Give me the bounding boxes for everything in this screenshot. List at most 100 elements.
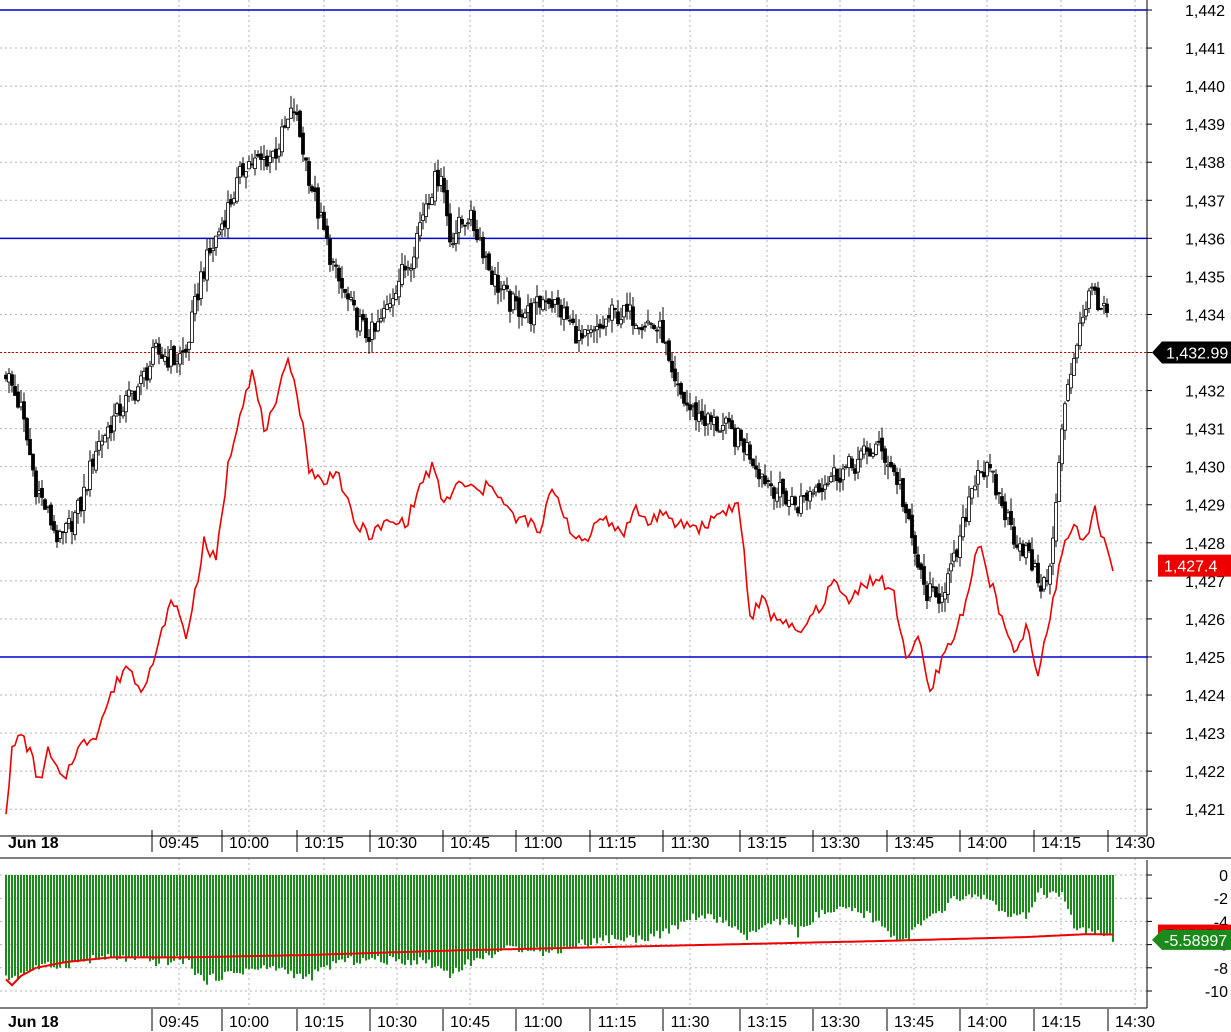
indicator-bar [278, 875, 280, 969]
candle-body [1069, 373, 1073, 389]
candle-body [337, 267, 341, 282]
indicator-bar [674, 875, 676, 926]
indicator-bar [983, 875, 985, 895]
candle-body [538, 295, 542, 308]
candle [406, 260, 410, 276]
candle [199, 261, 203, 306]
candle-body [808, 491, 812, 502]
candle [58, 529, 62, 543]
candle [196, 282, 200, 312]
indicator-bar [308, 875, 310, 975]
candle [301, 126, 305, 162]
candle [433, 162, 437, 206]
indicator-bar [1079, 875, 1081, 929]
indicator-bar [59, 875, 61, 968]
candle-body [592, 329, 596, 332]
candle [604, 318, 608, 336]
candle-body [829, 476, 833, 483]
candle [1072, 352, 1076, 376]
indicator-bar [890, 875, 892, 938]
indicator-bar [425, 875, 427, 964]
indicator-bar [1061, 875, 1063, 893]
indicator-bar [926, 875, 928, 919]
indicator-bar [413, 875, 415, 961]
candle-body [1075, 344, 1079, 359]
candle [43, 497, 47, 510]
indicator-bar [158, 875, 160, 964]
candle-body [160, 354, 164, 359]
candle [178, 346, 182, 376]
candle-body [511, 293, 515, 311]
candle [256, 150, 260, 158]
candle [568, 315, 572, 326]
candle-body [406, 267, 410, 270]
candle [526, 294, 530, 324]
indicator-bar [767, 875, 769, 924]
indicator-bar [422, 875, 424, 961]
indicator-bar [1025, 875, 1027, 919]
candle-body [1012, 526, 1016, 545]
candle-body [157, 343, 161, 355]
indicator-bar [884, 875, 886, 928]
indicator-bar [599, 875, 601, 938]
candle-body [748, 444, 752, 460]
indicator-bar [497, 875, 499, 953]
candle-body [739, 429, 743, 441]
candle [514, 285, 518, 311]
indicator-bar [32, 875, 34, 971]
indicator-bar [365, 875, 367, 961]
candle-body [76, 499, 80, 514]
candle-body [733, 427, 737, 447]
candle-body [199, 271, 203, 299]
candle [100, 434, 104, 458]
candle-body [751, 458, 755, 466]
candle [466, 218, 470, 230]
indicator-bar [452, 875, 454, 974]
candle [262, 145, 266, 171]
indicator-bar [107, 875, 109, 955]
candle-body [532, 302, 536, 326]
candle-body [466, 222, 470, 225]
candle [778, 471, 782, 508]
candle-body [142, 371, 146, 379]
y-tick-label: 1,435 [1185, 269, 1225, 286]
candle [952, 539, 956, 568]
candle-body [928, 583, 932, 598]
indicator-bar [167, 875, 169, 965]
candle [343, 288, 347, 298]
candle [505, 277, 509, 292]
indicator-bar [620, 875, 622, 941]
indicator-y-tick-label: 0 [1219, 868, 1228, 885]
indicator-bar [641, 875, 643, 940]
candle-body [175, 361, 179, 365]
indicator-signal-line [5, 933, 1113, 987]
candle-body [250, 163, 254, 166]
candle-body [253, 157, 257, 169]
indicator-bar [965, 875, 967, 897]
indicator-bar [809, 875, 811, 925]
indicator-x-tick-label: 14:30 [1115, 1014, 1155, 1031]
indicator-bar [836, 875, 838, 909]
candle [76, 497, 80, 524]
candle [349, 291, 353, 302]
candle-body [856, 458, 860, 473]
candle-body [1054, 502, 1058, 542]
indicator-x-tick-label: 13:30 [820, 1014, 860, 1031]
indicator-bar [68, 875, 70, 969]
candle [337, 264, 341, 294]
candle-body [499, 288, 503, 291]
candle [988, 453, 992, 473]
candle-body [394, 293, 398, 300]
indicator-bar [1055, 875, 1057, 893]
candle-body [13, 386, 17, 396]
candle [658, 311, 662, 339]
candle [115, 402, 119, 418]
candle [889, 455, 893, 469]
candle [229, 194, 233, 208]
candle-body [319, 212, 323, 216]
indicator-bar [626, 875, 628, 938]
candles [4, 95, 1109, 614]
candle-body [1042, 577, 1046, 590]
candle [94, 441, 98, 474]
